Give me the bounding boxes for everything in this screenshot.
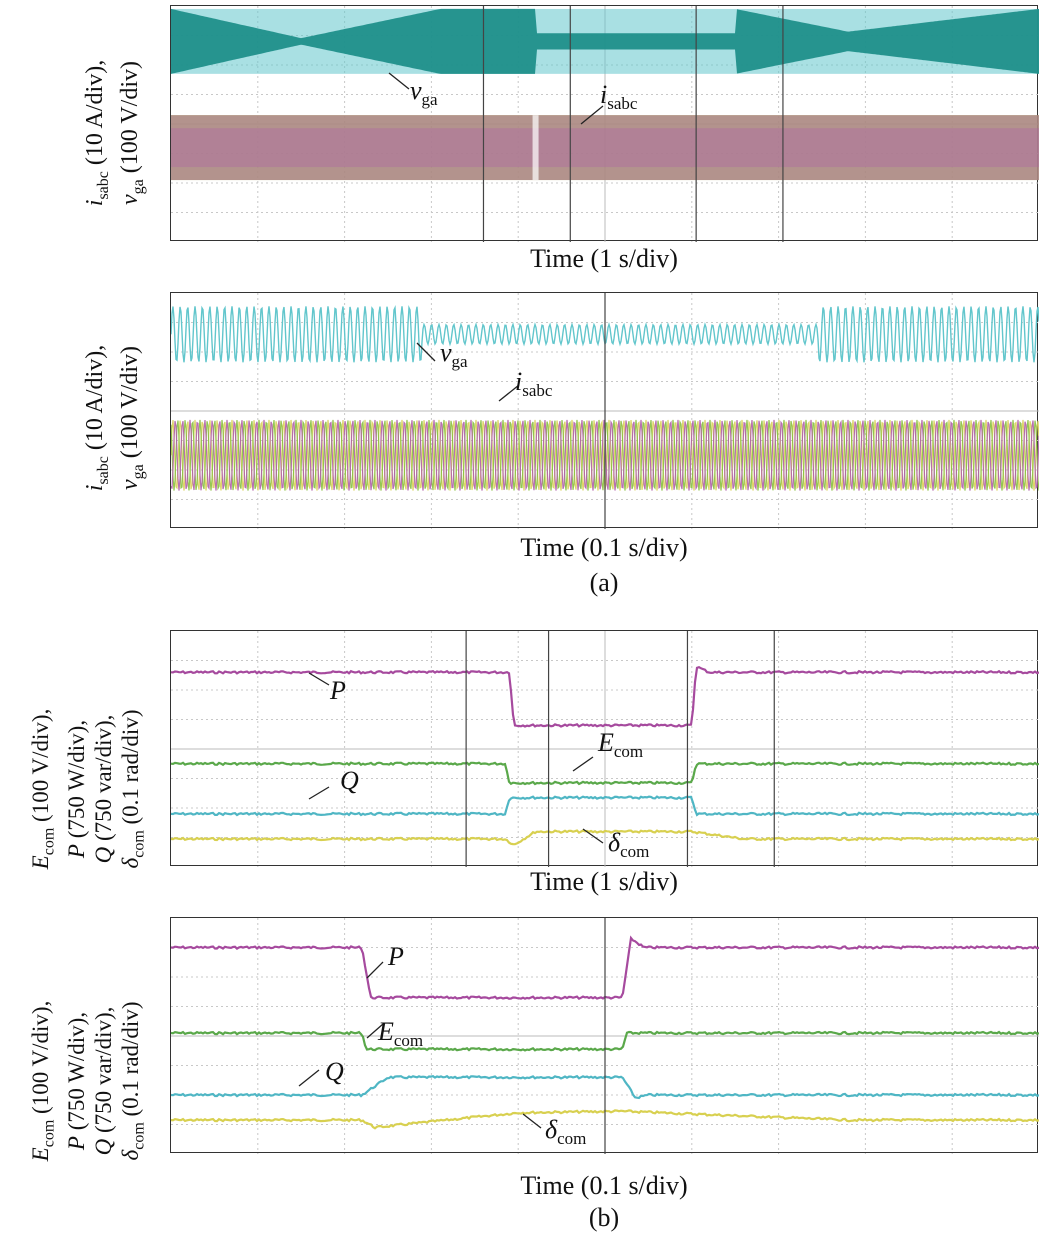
annotation-Ecom: Ecom: [378, 1017, 424, 1051]
oscilloscope-screen: ⏚⏚⏚⏚: [170, 630, 1039, 867]
annotation-P: P: [388, 942, 404, 971]
y-axis-label: Ecom (100 V/div), P (750 W/div), Q (750 …: [28, 708, 148, 870]
current-band-core: [171, 128, 1039, 168]
x-axis-label: Time (0.1 s/div): [520, 1171, 688, 1200]
Ecom-trace: [171, 761, 1039, 786]
leader-isabc: [580, 105, 604, 125]
panel-a-top: isabc (10 A/div), vga (100 V/div) ⏚⏚ vga…: [0, 0, 1041, 280]
annotation-leader: [298, 1069, 320, 1087]
oscilloscope-screen: ⏚⏚: [170, 292, 1039, 529]
oscilloscope-screen: ⏚⏚: [170, 5, 1039, 242]
P-trace: [171, 666, 1039, 728]
panel-b-top: Ecom (100 V/div), P (750 W/div), Q (750 …: [0, 618, 1041, 903]
figure-caption-a: (a): [589, 568, 619, 597]
scope-plot: ⏚⏚: [171, 6, 1039, 242]
x-axis-label: Time (0.1 s/div): [520, 533, 688, 562]
panel-a-bottom: isabc (10 A/div), vga (100 V/div) ⏚⏚ vga…: [0, 285, 1041, 605]
annotation-delta-com: δcom: [608, 828, 650, 862]
annotation-vga: vga: [440, 338, 468, 372]
annotation-isabc: isabc: [515, 367, 553, 401]
y-axis-label: isabc (10 A/div), vga (100 V/div): [82, 59, 147, 207]
panel-b-bottom: Ecom (100 V/div), P (750 W/div), Q (750 …: [0, 905, 1041, 1243]
leader-vga: [416, 342, 436, 362]
annotation-Q: Q: [340, 766, 359, 795]
annotation-leader: [572, 756, 594, 772]
leader-vga: [388, 72, 410, 90]
delta-com-trace: [171, 829, 1039, 846]
annotation-leader: [366, 961, 384, 979]
annotation-leader: [522, 1113, 542, 1129]
x-axis-label: Time (1 s/div): [530, 244, 678, 273]
vga-envelope: [171, 8, 1039, 74]
y-axis-label: Ecom (100 V/div), P (750 W/div), Q (750 …: [28, 1000, 148, 1162]
figure-caption-b: (b): [588, 1203, 620, 1232]
annotation-leader: [308, 786, 330, 800]
oscilloscope-screen: ⏚⏚⏚⏚: [170, 917, 1039, 1154]
annotation-delta-com: δcom: [545, 1115, 587, 1149]
annotation-Ecom: Ecom: [598, 728, 644, 762]
current-transient: [532, 115, 539, 181]
y-axis-label: isabc (10 A/div), vga (100 V/div): [82, 344, 147, 492]
leader-isabc: [498, 384, 520, 402]
x-axis-label: Time (1 s/div): [530, 867, 678, 896]
annotation-leader: [366, 1023, 384, 1039]
annotation-Q: Q: [325, 1057, 344, 1086]
annotation-leader: [582, 828, 604, 844]
Q-trace: [171, 795, 1039, 817]
annotation-isabc: isabc: [600, 80, 638, 114]
annotation-vga: vga: [410, 76, 438, 110]
scope-plot: ⏚⏚⏚⏚: [171, 631, 1039, 867]
scope-plot: ⏚⏚⏚⏚: [171, 918, 1039, 1154]
current-band: [171, 115, 1039, 181]
scope-plot: ⏚⏚: [171, 293, 1039, 529]
annotation-P: P: [330, 676, 346, 705]
annotation-leader: [308, 672, 330, 686]
